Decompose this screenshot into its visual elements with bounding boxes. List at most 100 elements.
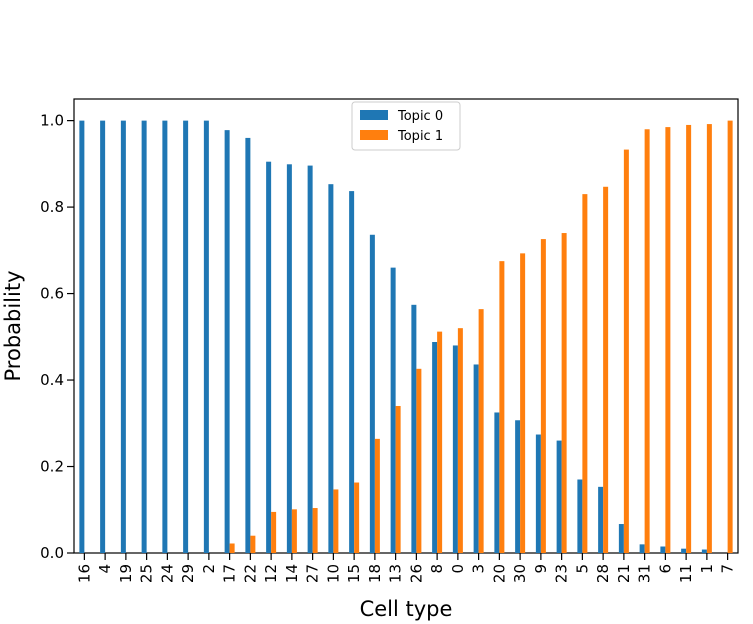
x-tick-label: 11 xyxy=(677,564,695,583)
bar-topic-0-21 xyxy=(618,524,624,553)
legend-label-0: Topic 0 xyxy=(397,109,443,124)
x-tick-label: 9 xyxy=(532,564,550,574)
bar-topic-0-17 xyxy=(224,130,230,554)
y-tick-label: 0.8 xyxy=(40,198,64,216)
bar-topic-1-0 xyxy=(457,328,463,553)
bar-topic-0-16 xyxy=(79,120,85,553)
bar-topic-1-26 xyxy=(416,368,422,553)
bar-topic-0-24 xyxy=(162,120,168,553)
bar-topic-0-28 xyxy=(598,486,604,553)
bar-topic-0-30 xyxy=(515,420,521,553)
bar-topic-0-8 xyxy=(432,341,438,553)
bar-topic-0-18 xyxy=(369,234,375,553)
x-axis: 16 4 19 25 24 29 2 17 22 12 14 27 10 15 18 13 26 8 0 3 20 30 9… xyxy=(75,553,737,583)
x-tick-label: 20 xyxy=(490,564,508,583)
y-tick-label: 0.2 xyxy=(40,458,64,476)
bar-topic-0-15 xyxy=(349,191,355,553)
bar-topic-1-31 xyxy=(644,129,650,553)
plot-area xyxy=(73,98,739,554)
x-tick-label: 29 xyxy=(179,564,197,583)
bar-topic-0-27 xyxy=(307,165,313,553)
y-tick-label: 0.4 xyxy=(40,371,64,389)
x-tick-label: 12 xyxy=(262,564,280,583)
bar-topic-0-1 xyxy=(701,549,707,553)
bar-topic-0-13 xyxy=(390,267,396,553)
bar-topic-0-12 xyxy=(266,161,272,553)
bar-topic-1-13 xyxy=(395,405,401,553)
bar-topic-1-21 xyxy=(623,149,629,554)
bar-topic-0-26 xyxy=(411,304,417,553)
x-tick-label: 26 xyxy=(407,564,425,583)
legend-swatch-0 xyxy=(360,110,388,120)
bar-topic-1-5 xyxy=(582,194,588,553)
y-tick-label: 0.6 xyxy=(40,285,64,303)
bar-topic-0-14 xyxy=(286,164,292,553)
bar-topic-0-4 xyxy=(100,120,106,553)
bar-topic-0-23 xyxy=(556,440,562,553)
bar-topic-0-6 xyxy=(660,546,666,553)
x-tick-label: 21 xyxy=(615,564,633,583)
bar-topic-1-12 xyxy=(271,511,277,553)
x-tick-label: 0 xyxy=(449,564,467,574)
bar-topic-0-9 xyxy=(535,434,541,553)
bar-topic-0-10 xyxy=(328,184,334,553)
bar-topic-1-8 xyxy=(437,331,443,553)
x-tick-label: 28 xyxy=(594,564,612,583)
bar-topic-0-11 xyxy=(681,548,687,553)
bar-topic-1-7 xyxy=(727,120,733,553)
x-tick-label: 15 xyxy=(345,564,363,583)
y-axis-label: Probability xyxy=(1,270,25,381)
legend: Topic 0 Topic 1 xyxy=(351,101,461,151)
x-tick-label: 25 xyxy=(138,564,156,583)
x-tick-label: 13 xyxy=(387,564,405,583)
x-tick-label: 27 xyxy=(304,564,322,583)
x-tick-label: 23 xyxy=(553,564,571,583)
bar-topic-1-15 xyxy=(354,482,360,553)
x-tick-label: 2 xyxy=(200,564,218,574)
bar-topic-0-31 xyxy=(639,544,645,553)
bars-group xyxy=(79,120,733,554)
x-axis-label: Cell type xyxy=(360,597,453,621)
bar-topic-1-11 xyxy=(686,124,692,553)
x-tick-label: 3 xyxy=(470,564,488,574)
x-tick-label: 5 xyxy=(573,564,591,574)
bar-topic-1-28 xyxy=(603,186,609,554)
x-tick-label: 18 xyxy=(366,564,384,583)
x-tick-label: 17 xyxy=(221,564,239,583)
x-tick-label: 31 xyxy=(636,564,654,583)
x-tick-label: 16 xyxy=(75,564,93,583)
x-tick-label: 4 xyxy=(96,564,114,574)
bar-topic-1-10 xyxy=(333,489,339,553)
bar-topic-0-29 xyxy=(183,120,189,553)
bar-topic-1-18 xyxy=(374,438,380,553)
x-tick-label: 7 xyxy=(719,564,737,574)
bar-topic-1-22 xyxy=(250,535,256,553)
bar-topic-0-20 xyxy=(494,412,500,553)
bar-topic-0-25 xyxy=(141,120,147,553)
x-tick-label: 10 xyxy=(324,564,342,583)
y-axis: 0.0 0.2 0.4 0.6 0.8 1.0 xyxy=(40,112,74,562)
bar-topic-1-17 xyxy=(229,543,235,553)
bar-topic-1-6 xyxy=(665,127,671,553)
y-tick-label: 0.0 xyxy=(40,544,64,562)
x-tick-label: 14 xyxy=(283,564,301,583)
x-tick-label: 8 xyxy=(428,564,446,574)
bar-topic-1-9 xyxy=(540,239,546,553)
y-tick-label: 1.0 xyxy=(40,112,64,130)
bar-topic-0-22 xyxy=(245,137,251,553)
bar-topic-0-0 xyxy=(452,345,458,553)
legend-swatch-1 xyxy=(360,130,388,140)
x-tick-label: 6 xyxy=(656,564,674,574)
plot-frame xyxy=(73,98,739,554)
bar-topic-1-20 xyxy=(499,261,505,553)
bar-topic-0-3 xyxy=(473,364,479,553)
x-tick-label: 24 xyxy=(158,564,176,583)
bar-topic-1-30 xyxy=(520,253,526,554)
bar-topic-1-3 xyxy=(478,309,484,553)
legend-label-1: Topic 1 xyxy=(397,129,443,144)
bar-topic-1-23 xyxy=(561,233,567,554)
x-tick-label: 22 xyxy=(241,564,259,583)
bar-topic-0-5 xyxy=(577,479,583,553)
x-tick-label: 1 xyxy=(698,564,716,574)
